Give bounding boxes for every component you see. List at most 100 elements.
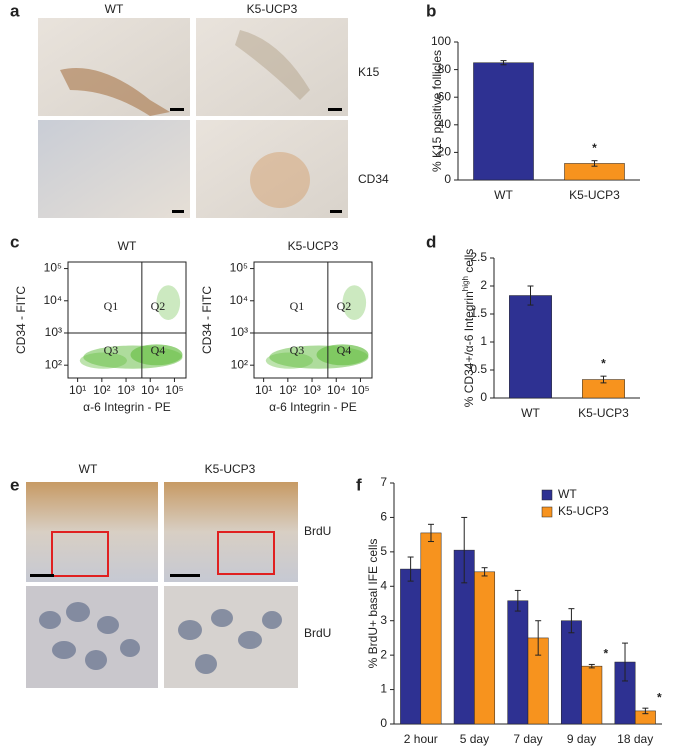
y-tick-label: 5 (380, 544, 387, 558)
x-tick-label: WT (494, 188, 513, 202)
error-bar (461, 516, 468, 584)
y-tick-label: 3 (380, 613, 387, 627)
y-tick-label: 1.5 (470, 306, 487, 320)
y-tick-label: 6 (380, 510, 387, 524)
panel-letter: c (10, 232, 19, 251)
legend-swatch (541, 489, 553, 501)
legend-label: K5-UCP3 (558, 504, 609, 518)
micrograph (38, 120, 190, 218)
bar (560, 620, 582, 725)
error-bar (481, 567, 488, 577)
y-axis-label: CD34 - FITC (14, 286, 28, 354)
y-axis-label: CD34 - FITC (200, 286, 214, 354)
y-axis-label-part: cells (462, 249, 476, 276)
y-axis-label: % CD34+/α-6 Integrinhigh cells (461, 249, 477, 407)
y-axis-label: % K15 positive follicles (430, 50, 444, 172)
nuclei (39, 602, 282, 674)
y-tick-label: 0 (380, 716, 387, 730)
x-tick-label: 18 day (617, 732, 653, 746)
y-tick-label: 60 (438, 89, 452, 103)
error-bar (407, 556, 414, 582)
x-tick-label: 10⁴ (327, 383, 346, 397)
y-tick-label: 0.5 (470, 362, 487, 376)
y-tick-label: 1 (380, 682, 387, 696)
bar (420, 532, 442, 725)
scale-bar (328, 108, 342, 111)
x-tick-label: WT (521, 406, 540, 420)
annotation: * (603, 647, 608, 661)
y-tick-label: 10² (231, 357, 248, 371)
y-axis-label-part: % CD34+/α-6 Integrin (462, 291, 476, 407)
bar (507, 600, 529, 725)
error-bar (622, 642, 629, 682)
x-tick-label: K5-UCP3 (569, 188, 620, 202)
column-label: WT (79, 462, 98, 476)
chart-title: K5-UCP3 (288, 239, 339, 253)
panel-letter: b (426, 1, 436, 20)
quadrant-label: Q2 (151, 299, 166, 313)
x-tick-label: 7 day (513, 732, 542, 746)
y-tick-label: 20 (438, 145, 452, 159)
density-cloud (342, 285, 367, 320)
stain (250, 152, 310, 208)
y-tick-label: 1 (480, 334, 487, 348)
zoom-box (217, 531, 275, 575)
scale-bar (170, 574, 200, 577)
bar (473, 62, 534, 181)
x-tick-label: 10¹ (255, 383, 272, 397)
y-tick-label: 2.5 (470, 250, 487, 264)
scale-bar (170, 108, 184, 111)
chart-title: WT (118, 239, 137, 253)
x-axis-label: α-6 Integrin - PE (83, 400, 171, 414)
follicle (235, 30, 310, 100)
panel-letter: f (356, 475, 362, 494)
micrograph (38, 18, 190, 116)
error-bar (535, 620, 542, 656)
y-axis-label: % BrdU+ basal IFE cells (366, 539, 380, 669)
error-bar (588, 663, 595, 669)
error-bar (600, 375, 607, 384)
y-tick-label: 80 (438, 62, 452, 76)
bar (509, 295, 552, 399)
row-label: BrdU (304, 626, 331, 640)
y-tick-label: 40 (438, 117, 452, 131)
density-cloud (265, 352, 313, 369)
y-tick-label: 10⁴ (229, 293, 248, 307)
x-tick-label: 10² (279, 383, 296, 397)
quadrant-label: Q2 (337, 299, 352, 313)
row-label: BrdU (304, 524, 331, 538)
x-tick-label: 10² (93, 383, 110, 397)
x-tick-label: 10³ (117, 383, 134, 397)
y-tick-label: 10⁴ (43, 293, 62, 307)
quadrant-label: Q1 (104, 299, 119, 313)
error-bar (591, 160, 598, 167)
y-tick-label: 100 (431, 34, 451, 48)
column-label: K5-UCP3 (205, 462, 256, 476)
panel-letter: a (10, 1, 20, 20)
annotation: * (592, 141, 597, 155)
y-axis-label-part: high (461, 276, 470, 291)
x-tick-label: 10¹ (69, 383, 86, 397)
panel-letter: d (426, 232, 436, 251)
density-cloud (156, 285, 181, 320)
legend-label: WT (558, 487, 577, 501)
error-bar (527, 285, 534, 306)
quadrant-label: Q3 (104, 343, 119, 357)
x-tick-label: 10⁵ (351, 383, 369, 397)
y-tick-label: 10³ (45, 325, 62, 339)
scale-bar (172, 210, 184, 213)
y-tick-label: 10⁵ (44, 261, 62, 275)
x-tick-label: 5 day (460, 732, 489, 746)
x-axis-label: α-6 Integrin - PE (269, 400, 357, 414)
panel-letter: e (10, 475, 19, 494)
y-tick-label: 7 (380, 475, 387, 489)
y-tick-label: 4 (380, 578, 387, 592)
y-tick-label: 10³ (231, 325, 248, 339)
x-tick-label: 10⁵ (165, 383, 183, 397)
density-cloud (316, 344, 369, 366)
row-label: CD34 (358, 172, 389, 186)
row-label: K15 (358, 65, 380, 79)
y-tick-label: 0 (480, 390, 487, 404)
density-cloud (79, 352, 127, 369)
